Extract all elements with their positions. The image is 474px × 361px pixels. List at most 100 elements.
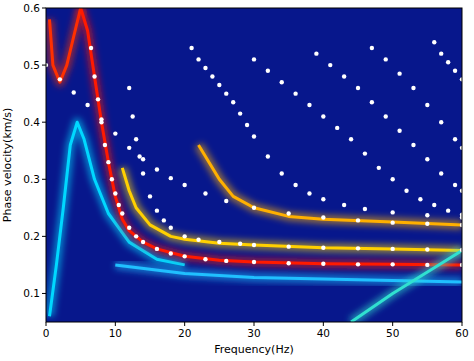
dispersion-point (137, 154, 141, 158)
dispersion-point (203, 191, 207, 195)
dispersion-point (397, 71, 401, 75)
dispersion-point (252, 57, 256, 61)
dispersion-point (370, 46, 374, 50)
dispersion-point (162, 218, 166, 222)
dispersion-point (113, 131, 117, 135)
dispersion-point (196, 238, 200, 242)
dispersion-point (446, 208, 450, 212)
x-tick-label: 50 (386, 327, 399, 339)
x-tick-label: 40 (317, 327, 330, 339)
dispersion-point (453, 137, 457, 141)
y-tick-label: 0.6 (23, 2, 40, 14)
dispersion-point (210, 74, 214, 78)
y-tick (42, 122, 46, 123)
dispersion-point (182, 254, 186, 258)
y-tick (42, 8, 46, 9)
dispersion-point (120, 211, 124, 215)
dispersion-point (356, 246, 360, 250)
ridge-line (199, 145, 463, 225)
ridge-glow (199, 145, 463, 225)
dispersion-point (384, 57, 388, 61)
dispersion-point (252, 243, 256, 247)
dispersion-point (425, 263, 429, 267)
dispersion-point (245, 123, 249, 127)
dispersion-point (321, 262, 325, 266)
x-tick (323, 322, 324, 326)
dispersion-point (127, 86, 131, 90)
y-tick (42, 65, 46, 66)
ridge-glow (50, 122, 185, 316)
dispersion-point (89, 46, 93, 50)
dispersion-point (390, 262, 394, 266)
dispersion-point (141, 240, 145, 244)
plot-background (46, 8, 462, 322)
dispersion-point (307, 103, 311, 107)
y-tick-label: 0.1 (23, 287, 40, 299)
dispersion-point (189, 46, 193, 50)
dispersion-point (370, 100, 374, 104)
dispersion-point (356, 262, 360, 266)
dispersion-point (141, 171, 145, 175)
dispersion-point (92, 74, 96, 78)
dispersion-point (252, 134, 256, 138)
ridge-glow (351, 251, 462, 322)
dispersion-point (134, 234, 138, 238)
dispersion-point (217, 83, 221, 87)
dispersion-point (342, 74, 346, 78)
dispersion-point (418, 197, 422, 201)
dispersion-point (439, 51, 443, 55)
x-tick (392, 322, 393, 326)
dispersion-point (425, 157, 429, 161)
dispersion-point (85, 103, 89, 107)
plot-frame (46, 8, 462, 322)
y-tick (42, 179, 46, 180)
dispersion-point (155, 208, 159, 212)
dispersion-point (425, 222, 429, 226)
dispersion-point (397, 129, 401, 133)
dispersion-point (439, 171, 443, 175)
x-tick (462, 322, 463, 326)
ridge-line (122, 168, 462, 251)
dispersion-point (280, 80, 284, 84)
dispersion-point (155, 247, 159, 251)
dispersion-point (224, 259, 228, 263)
dispersion-point (390, 177, 394, 181)
dispersion-point (134, 137, 138, 141)
dispersion-point (99, 120, 103, 124)
dispersion-point (356, 218, 360, 222)
dispersion-point (286, 244, 290, 248)
dispersion-point (203, 257, 207, 261)
dispersion-point (238, 242, 242, 246)
dispersion-point (293, 183, 297, 187)
dispersion-point (390, 220, 394, 224)
y-tick (42, 236, 46, 237)
dispersion-point (96, 97, 100, 101)
dispersion-point (169, 251, 173, 255)
dispersion-point (224, 91, 228, 95)
ridge-line (50, 122, 185, 316)
y-tick-label: 0.2 (23, 230, 40, 242)
dispersion-point (390, 247, 394, 251)
dispersion-point (286, 211, 290, 215)
dispersion-point (321, 197, 325, 201)
dispersion-point (453, 183, 457, 187)
dispersion-point (425, 213, 429, 217)
x-tick (46, 322, 47, 326)
dispersion-point (446, 60, 450, 64)
y-tick-label: 0.3 (23, 173, 40, 185)
dispersion-point (238, 111, 242, 115)
x-tick-label: 30 (247, 327, 260, 339)
x-tick (184, 322, 185, 326)
dispersion-point (169, 176, 173, 180)
ridge-line (81, 8, 462, 265)
dispersion-point (130, 114, 134, 118)
y-axis-label: Phase velocity(km/s) (1, 108, 14, 222)
x-tick-label: 10 (109, 327, 122, 339)
dispersion-point (425, 247, 429, 251)
dispersion-point (425, 103, 429, 107)
y-tick (42, 293, 46, 294)
dispersion-point (453, 69, 457, 73)
dispersion-point (377, 166, 381, 170)
ridge-line (50, 8, 81, 82)
dispersion-point (411, 143, 415, 147)
